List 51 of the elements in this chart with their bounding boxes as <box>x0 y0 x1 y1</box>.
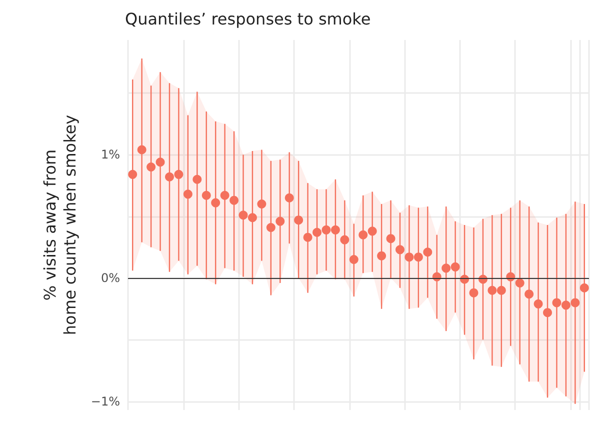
point <box>396 245 404 254</box>
point <box>515 278 524 288</box>
y-tick-label: −1% <box>90 394 120 408</box>
point <box>488 286 497 295</box>
point <box>294 216 304 225</box>
point <box>543 308 552 318</box>
point <box>192 174 202 184</box>
point <box>580 283 589 292</box>
point <box>450 262 460 272</box>
y-axis-title: % visits away from home county when smokey <box>40 114 80 336</box>
point <box>248 213 257 222</box>
point <box>524 290 534 299</box>
point <box>146 162 156 172</box>
point <box>284 193 294 202</box>
point <box>368 226 377 236</box>
point <box>404 252 414 262</box>
point <box>183 190 192 199</box>
point <box>174 170 184 179</box>
point <box>340 235 350 244</box>
point <box>423 248 432 257</box>
point <box>552 298 562 308</box>
y-tick-label: 0% <box>100 271 120 286</box>
point <box>414 252 423 262</box>
point <box>128 170 138 179</box>
point <box>377 251 386 260</box>
point <box>386 234 396 244</box>
point <box>165 172 174 182</box>
y-tick-label: 1% <box>100 148 120 162</box>
point <box>358 230 368 240</box>
point <box>330 225 340 234</box>
point <box>276 216 285 226</box>
chart-title: Quantiles’ responses to smoke <box>125 10 371 28</box>
point <box>312 228 322 237</box>
point <box>137 145 146 154</box>
point <box>561 300 570 310</box>
point <box>230 196 239 205</box>
point <box>349 255 358 264</box>
point <box>238 210 248 220</box>
point <box>266 222 276 232</box>
point <box>257 200 266 209</box>
point <box>211 198 220 208</box>
point <box>496 286 506 295</box>
point <box>534 299 543 308</box>
point <box>303 232 312 242</box>
point <box>322 225 331 234</box>
point <box>570 298 580 308</box>
point <box>202 190 211 200</box>
point <box>220 190 230 200</box>
point <box>469 288 478 298</box>
point <box>156 158 165 167</box>
point <box>442 264 451 273</box>
